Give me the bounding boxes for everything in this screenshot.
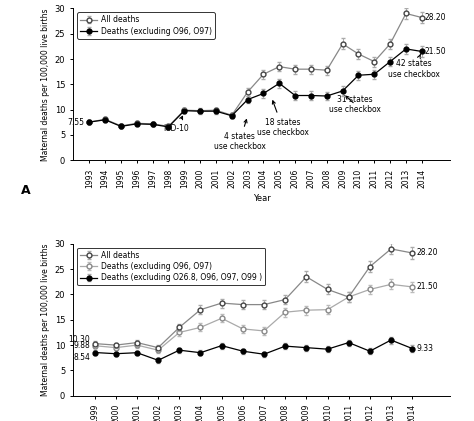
Text: 4 states
use checkbox: 4 states use checkbox (214, 120, 265, 151)
Legend: All deaths, Deaths (excluding O96, O97): All deaths, Deaths (excluding O96, O97) (77, 12, 215, 39)
Legend: All deaths, Deaths (excluding O96, O97), Deaths (excluding O26.8, O96, O97, O99 : All deaths, Deaths (excluding O96, O97),… (77, 248, 265, 285)
Text: 42 states
use checkbox: 42 states use checkbox (388, 54, 440, 79)
Text: 7.55: 7.55 (68, 117, 84, 127)
Text: 18 states
use checkbox: 18 states use checkbox (256, 101, 309, 137)
Text: ICD-10: ICD-10 (164, 116, 189, 133)
Y-axis label: Maternal deaths per 100,000 live births: Maternal deaths per 100,000 live births (41, 243, 50, 396)
Y-axis label: Maternal deaths per 100,000 live births: Maternal deaths per 100,000 live births (41, 8, 50, 161)
Text: A: A (21, 184, 30, 197)
Text: 21.50: 21.50 (417, 282, 438, 291)
Text: 9.33: 9.33 (417, 344, 433, 353)
Text: 10.30: 10.30 (69, 335, 91, 344)
Text: 31 states
use checkbox: 31 states use checkbox (329, 95, 381, 114)
Text: 8.54: 8.54 (73, 352, 91, 362)
Text: 9.88: 9.88 (73, 341, 91, 350)
X-axis label: Year: Year (253, 194, 271, 203)
Text: 21.50: 21.50 (425, 47, 447, 56)
Text: 28.20: 28.20 (425, 13, 447, 22)
Text: 28.20: 28.20 (417, 248, 438, 258)
